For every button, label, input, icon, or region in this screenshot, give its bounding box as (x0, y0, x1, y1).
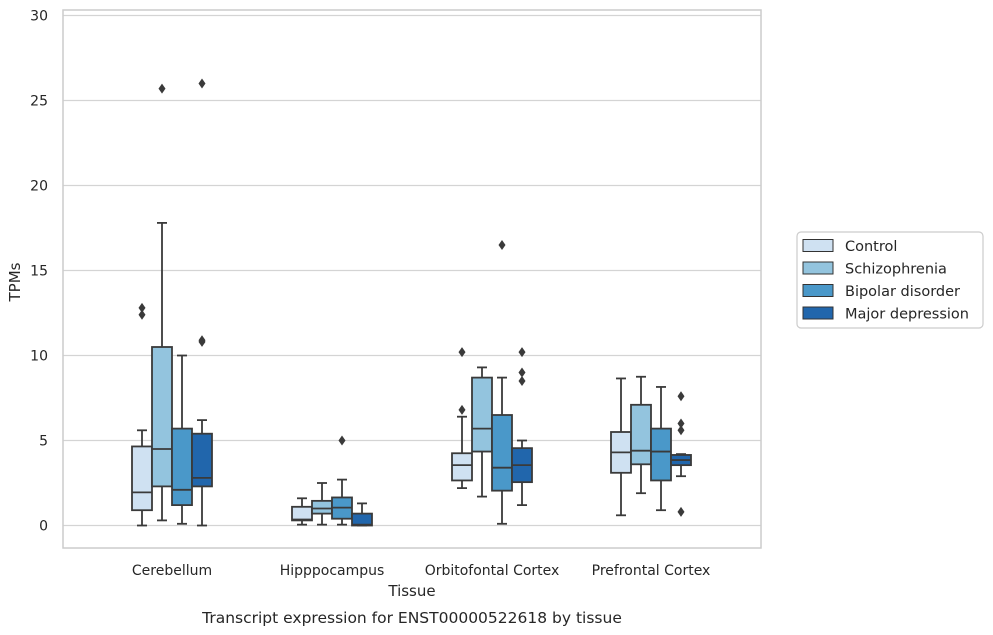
x-tick-label: Hipppocampus (280, 563, 385, 579)
legend-swatch (802, 261, 834, 275)
box-iqr (650, 427, 672, 482)
legend-label: Control (845, 239, 897, 255)
y-tick-label: 5 (39, 434, 48, 450)
legend-swatch (802, 239, 834, 252)
legend-frame (796, 231, 984, 329)
box-control (451, 347, 473, 490)
y-tick-label: 25 (30, 94, 48, 110)
outlier-point (518, 376, 526, 386)
box-schizophrenia (151, 83, 173, 522)
legend-label: Schizophrenia (845, 262, 947, 278)
box-iqr (191, 432, 213, 488)
outlier-point (138, 309, 146, 320)
box-iqr (630, 403, 652, 466)
outlier-point (518, 347, 526, 358)
box-schizophrenia (630, 375, 652, 495)
x-tick-label: Orbitofontal Cortex (425, 563, 560, 579)
outlier-point (518, 367, 526, 378)
y-tick-label: 0 (39, 519, 48, 535)
outlier-point (458, 347, 466, 358)
box-iqr (291, 505, 313, 522)
legend-swatch (802, 306, 834, 320)
box-bipolar-disorder (171, 354, 193, 525)
y-axis-label: TPMs (6, 262, 24, 302)
outlier-point (458, 404, 466, 415)
x-tick-labels: Cerebellum Hipppocampus Orbitofontal Corte… (132, 563, 710, 579)
box-iqr (491, 414, 513, 492)
box-iqr (451, 452, 473, 482)
box-schizophrenia (311, 482, 333, 526)
box-major-depression (511, 347, 533, 507)
box-bipolar-disorder (650, 386, 672, 512)
chart-caption: Transcript expression for ENST0000052261… (201, 609, 622, 627)
box-bipolar-disorder (331, 435, 353, 526)
outlier-point (498, 240, 506, 250)
y-tick-labels: 0 5 10 15 20 25 30 (30, 9, 48, 535)
outlier-point (138, 302, 146, 313)
box-iqr (471, 376, 493, 453)
x-tick-label: Prefrontal Cortex (592, 563, 711, 579)
box-iqr (351, 512, 373, 527)
outlier-point (198, 78, 206, 89)
y-tick-label: 30 (30, 9, 48, 25)
box-major-depression (191, 78, 213, 527)
outlier-point (158, 83, 166, 94)
box-bipolar-disorder (491, 240, 513, 525)
box-major-depression (670, 391, 692, 517)
y-tick-label: 20 (30, 179, 48, 195)
y-tick-label: 15 (30, 264, 48, 280)
outlier-point (677, 391, 685, 402)
box-schizophrenia (471, 366, 493, 498)
x-tick-label: Cerebellum (132, 563, 212, 579)
box-iqr (311, 499, 333, 515)
outlier-point (677, 425, 685, 436)
box-control (291, 497, 313, 526)
box-layer (131, 78, 692, 527)
box-major-depression (351, 502, 373, 527)
y-tick-label: 10 (30, 349, 48, 365)
legend-label: Bipolar disorder (845, 284, 960, 300)
legend-label: Major depression (845, 307, 969, 323)
box-iqr (131, 445, 153, 512)
box-control (610, 377, 632, 517)
legend: Control Schizophrenia Bipolar disorder Majo… (796, 231, 984, 329)
legend-swatch (802, 284, 834, 297)
outlier-point (677, 418, 685, 429)
box-iqr (151, 346, 173, 488)
box-iqr (171, 427, 193, 507)
x-axis-label: Tissue (387, 582, 435, 600)
outlier-point (198, 335, 206, 346)
outlier-point (677, 506, 685, 517)
box-control (131, 302, 153, 527)
plot-frame (62, 9, 762, 549)
outlier-point (338, 435, 346, 446)
